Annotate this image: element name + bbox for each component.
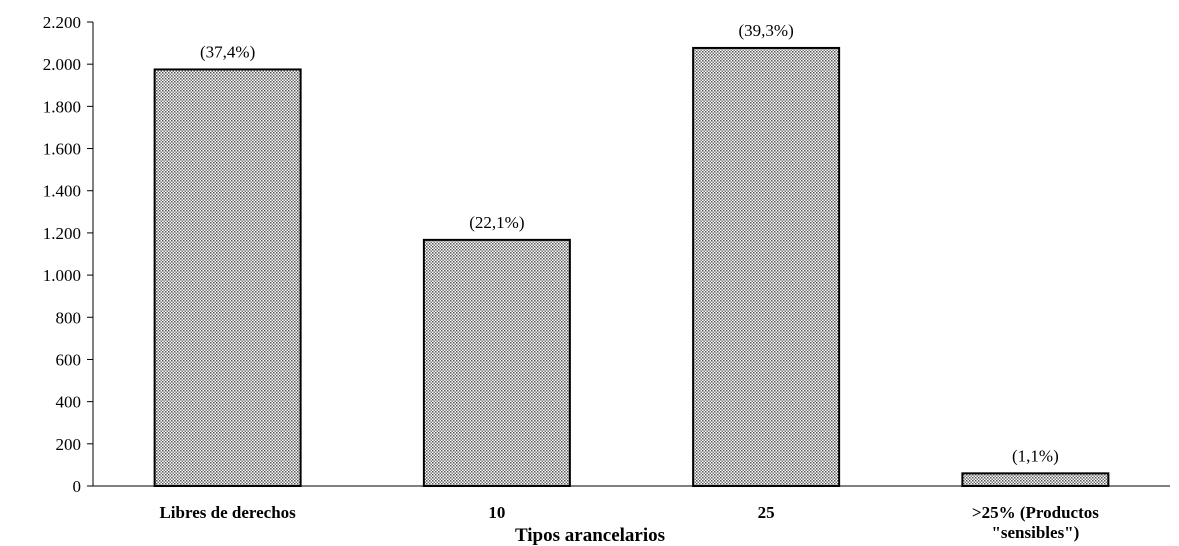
x-tick-label: 10: [488, 503, 505, 522]
x-axis-title: Tipos arancelarios: [515, 525, 665, 546]
y-tick-label: 800: [56, 308, 82, 327]
y-tick-label: 200: [56, 435, 82, 454]
y-tick-label: 1.600: [43, 140, 81, 159]
bars: (37,4%) (22,1%) (39,3%) (1,1%): [153, 21, 1110, 488]
bar: [153, 68, 302, 487]
y-axis: 0 200 400 600 800 1.000 1.200 1.400 1.600 1.800 2.…: [43, 13, 94, 496]
y-tick-label: 1.400: [43, 182, 81, 201]
x-axis: Libres de derechos 10 25 >25% (Productos "se…: [93, 485, 1170, 542]
y-tick-label: 1.200: [43, 224, 81, 243]
bar: [961, 472, 1110, 488]
data-label: (39,3%): [739, 21, 794, 40]
y-tick-label: 1.000: [43, 266, 81, 285]
x-tick-label: Libres de derechos: [159, 503, 296, 522]
y-tick-label: 400: [56, 393, 82, 412]
y-tick-label: 600: [56, 350, 82, 369]
y-tick-label: 0: [73, 477, 82, 496]
y-tick-label: 2.200: [43, 13, 81, 32]
data-label: (22,1%): [469, 213, 524, 232]
bar: [422, 238, 571, 487]
data-label: (1,1%): [1012, 446, 1059, 465]
y-tick-label: 2.000: [43, 55, 81, 74]
y-tick-label: 1.800: [43, 97, 81, 116]
x-tick-label: >25% (Productos "sensibles"): [972, 503, 1099, 542]
x-tick-label: 25: [758, 503, 775, 522]
data-label: (37,4%): [200, 42, 255, 61]
bar: [692, 46, 841, 488]
